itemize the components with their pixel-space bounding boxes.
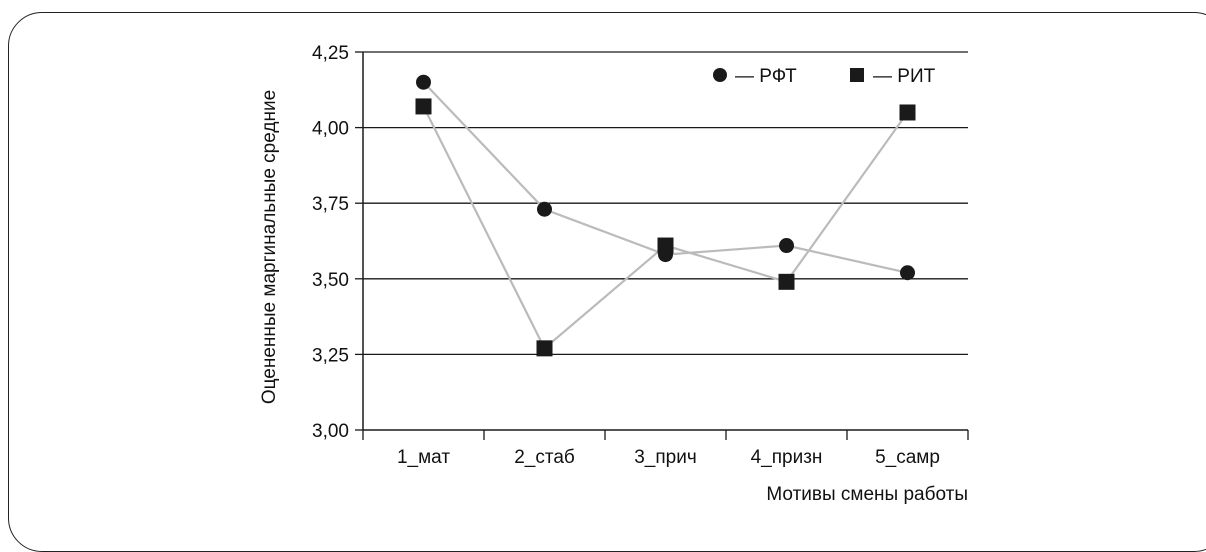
x-axis-title: Мотивы смены работы — [766, 484, 968, 505]
y-tick-label: 3,25 — [312, 345, 349, 366]
legend-marker-circle — [713, 68, 727, 82]
data-point-square — [899, 104, 916, 121]
series-lines — [422, 81, 909, 351]
legend-label-rft: — РФТ — [735, 66, 797, 87]
data-point-circle — [779, 238, 794, 254]
x-tick-label: 3_прич — [634, 447, 697, 468]
x-tick-label: 5_самр — [875, 447, 940, 468]
axes — [355, 51, 969, 440]
data-point-circle — [416, 74, 431, 90]
data-point-circle — [658, 247, 673, 263]
data-point-circle — [537, 201, 552, 217]
data-point-square — [415, 98, 432, 115]
y-tick-labels: 3,00 3,25 3,50 3,75 4,00 4,25 — [312, 43, 349, 442]
y-tick-label: 4,00 — [312, 119, 349, 140]
y-axis-title: Оцененные маргинальные средние — [259, 90, 280, 404]
series-markers — [415, 74, 916, 357]
data-point-circle — [900, 265, 915, 281]
legend-label-rit: — РИТ — [873, 66, 936, 87]
legend-marker-square — [850, 68, 864, 82]
y-tick-label: 4,25 — [312, 43, 349, 64]
line-chart: 3,00 3,25 3,50 3,75 4,00 4,25 1_мат 2_стаб 3_пр… — [259, 43, 969, 505]
gridlines — [363, 51, 968, 356]
data-point-square — [536, 340, 553, 357]
series-line-2 — [422, 105, 909, 351]
x-tick-label: 4_призн — [751, 447, 823, 468]
x-tick-label: 2_стаб — [514, 447, 575, 468]
data-point-square — [778, 273, 795, 290]
y-tick-label: 3,00 — [312, 421, 349, 442]
x-tick-label: 1_мат — [397, 447, 450, 468]
y-tick-label: 3,75 — [312, 194, 349, 215]
y-tick-label: 3,50 — [312, 270, 349, 291]
legend: — РФТ — РИТ — [713, 66, 936, 87]
x-tick-labels: 1_мат 2_стаб 3_прич 4_призн 5_самр — [397, 447, 940, 468]
